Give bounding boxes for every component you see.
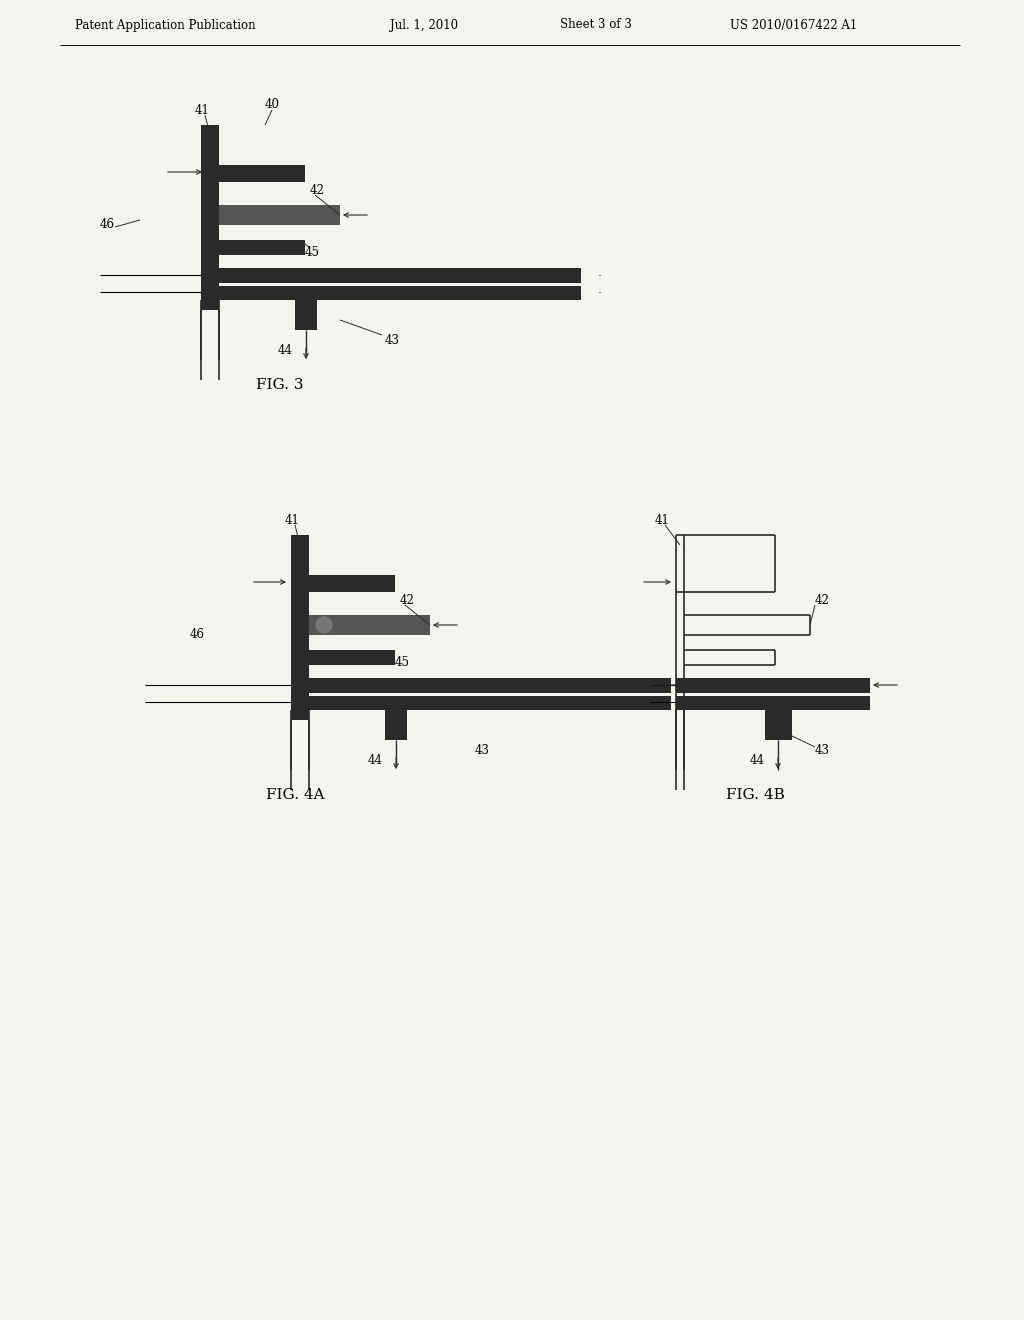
Text: 41: 41 xyxy=(195,103,210,116)
Bar xyxy=(765,705,792,741)
Bar xyxy=(291,678,671,693)
Text: Sheet 3 of 3: Sheet 3 of 3 xyxy=(560,18,632,32)
Text: FIG. 3: FIG. 3 xyxy=(256,378,304,392)
Text: US 2010/0167422 A1: US 2010/0167422 A1 xyxy=(730,18,857,32)
Bar xyxy=(309,649,395,665)
Text: 44: 44 xyxy=(750,754,765,767)
Bar xyxy=(219,205,340,224)
Text: 45: 45 xyxy=(305,246,319,259)
Bar xyxy=(291,696,671,710)
Bar xyxy=(295,294,317,330)
Text: 46: 46 xyxy=(100,219,115,231)
Text: 41: 41 xyxy=(285,513,300,527)
Bar xyxy=(201,165,305,182)
Text: 40: 40 xyxy=(265,99,280,111)
Bar xyxy=(291,535,309,719)
Text: 43: 43 xyxy=(385,334,400,346)
Bar xyxy=(309,615,430,635)
Bar xyxy=(201,286,581,300)
Text: FIG. 4A: FIG. 4A xyxy=(265,788,325,803)
Text: Jul. 1, 2010: Jul. 1, 2010 xyxy=(390,18,458,32)
Text: 44: 44 xyxy=(368,754,383,767)
Text: FIG. 4B: FIG. 4B xyxy=(726,788,784,803)
Text: 44: 44 xyxy=(278,343,293,356)
Text: 42: 42 xyxy=(400,594,415,606)
Bar xyxy=(385,705,407,741)
Text: Patent Application Publication: Patent Application Publication xyxy=(75,18,256,32)
Text: 45: 45 xyxy=(395,656,410,668)
Bar xyxy=(676,678,870,693)
Bar xyxy=(201,268,581,282)
Bar xyxy=(676,696,870,710)
Text: 46: 46 xyxy=(190,628,205,642)
Text: 41: 41 xyxy=(655,513,670,527)
Circle shape xyxy=(316,616,332,634)
Text: 42: 42 xyxy=(815,594,829,606)
Bar xyxy=(219,240,305,255)
Text: 43: 43 xyxy=(815,743,830,756)
Bar xyxy=(201,125,219,310)
Text: 42: 42 xyxy=(310,183,325,197)
Text: 43: 43 xyxy=(475,743,490,756)
Bar xyxy=(291,576,395,591)
